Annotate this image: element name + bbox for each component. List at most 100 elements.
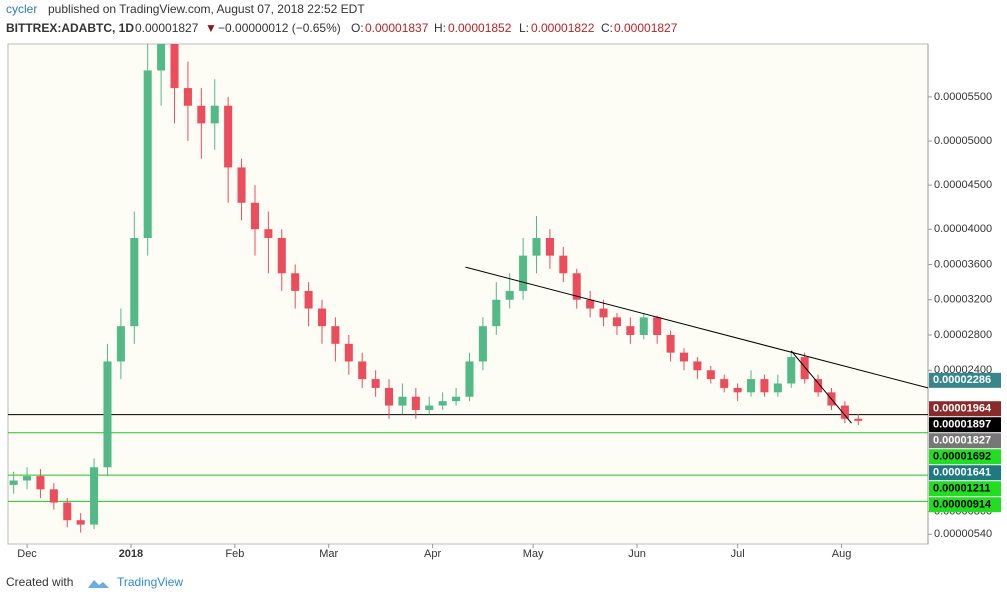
candle-body bbox=[237, 167, 246, 203]
y-tick-label: 0.00005500 bbox=[934, 91, 992, 103]
candle-body bbox=[250, 202, 259, 230]
candle-body bbox=[760, 379, 769, 393]
candle-body bbox=[814, 379, 823, 393]
price-label-box bbox=[929, 497, 1001, 513]
price-label: 0.00001964 bbox=[933, 403, 992, 415]
x-tick-label: Jun bbox=[628, 548, 646, 560]
change: −0.00000012 (−0.65%) bbox=[218, 21, 341, 35]
candle-body bbox=[425, 405, 434, 410]
candle-body bbox=[183, 88, 192, 106]
candle-body bbox=[679, 352, 689, 362]
candle-body bbox=[559, 255, 568, 274]
price-label-box bbox=[929, 465, 1001, 481]
y-tick-label: 0.00003200 bbox=[934, 294, 992, 306]
candle-body bbox=[63, 502, 72, 521]
low-label: L: bbox=[519, 21, 529, 35]
price-label: 0.00001641 bbox=[933, 467, 991, 479]
candle-body bbox=[639, 317, 648, 336]
low-value: 0.00001822 bbox=[531, 21, 595, 35]
candle-body bbox=[465, 361, 474, 397]
open-label: O: bbox=[351, 21, 364, 35]
candle-body bbox=[519, 255, 528, 291]
y-tick-label: 0.00000540 bbox=[934, 528, 992, 540]
footer-brand[interactable]: TradingView bbox=[117, 575, 183, 589]
high-value: 0.00001852 bbox=[448, 21, 512, 35]
symbol: BITTREX:ADABTC, 1D bbox=[6, 21, 134, 35]
candle-body bbox=[210, 105, 219, 124]
candle-body bbox=[653, 317, 662, 336]
close-value: 0.00001827 bbox=[614, 21, 678, 35]
price-label-box bbox=[929, 449, 1001, 465]
candle-body bbox=[224, 105, 233, 168]
candle-body bbox=[170, 44, 179, 89]
candle-body bbox=[358, 361, 367, 380]
published: published on TradingView.com, August 07,… bbox=[48, 2, 365, 16]
candle-body bbox=[438, 401, 447, 406]
x-tick-label: Aug bbox=[832, 548, 852, 560]
candle-body bbox=[505, 290, 514, 300]
price-label-box bbox=[929, 433, 1001, 449]
candle-body bbox=[800, 357, 809, 380]
candle-body bbox=[157, 44, 166, 71]
y-tick-label: 0.00004500 bbox=[934, 179, 992, 191]
candle-body bbox=[572, 273, 581, 300]
high-label: H: bbox=[434, 21, 446, 35]
open-value: 0.00001837 bbox=[365, 21, 429, 35]
candle-body bbox=[49, 489, 58, 503]
price-label: 0.00001211 bbox=[933, 483, 991, 495]
price-label-box bbox=[929, 417, 1001, 433]
price-label: 0.00002286 bbox=[933, 374, 991, 386]
y-tick-label: 0.00003600 bbox=[934, 258, 992, 270]
candle-body bbox=[478, 326, 487, 362]
x-tick-label: Dec bbox=[17, 548, 37, 560]
candle-body bbox=[371, 379, 380, 388]
candle-body bbox=[612, 317, 621, 327]
candle-body bbox=[90, 467, 99, 525]
candle-body bbox=[291, 273, 300, 291]
candle-body bbox=[130, 238, 139, 327]
candle-body bbox=[197, 105, 206, 124]
price-label: 0.00000914 bbox=[933, 499, 992, 511]
price-label: 0.00001692 bbox=[933, 451, 991, 463]
candle-body bbox=[317, 308, 327, 327]
candle-body bbox=[385, 387, 394, 406]
candle-body bbox=[773, 383, 782, 393]
candle-body bbox=[264, 229, 273, 239]
candle-body bbox=[545, 238, 554, 256]
candle-body bbox=[36, 476, 45, 490]
x-tick-label: Jul bbox=[731, 548, 745, 560]
author: cycler bbox=[6, 2, 37, 16]
y-tick-label: 0.00004000 bbox=[934, 223, 992, 235]
x-tick-label: 2018 bbox=[119, 548, 143, 560]
candle-body bbox=[747, 379, 756, 393]
candle-body bbox=[9, 480, 18, 485]
price-label-box bbox=[929, 372, 1001, 388]
change-arrow: ▼ bbox=[205, 21, 217, 35]
x-tick-label: Mar bbox=[319, 548, 338, 560]
x-tick-label: Apr bbox=[424, 548, 441, 560]
candle-body bbox=[840, 405, 849, 419]
footer-text: Created with bbox=[6, 575, 73, 589]
price-label-box bbox=[929, 481, 1001, 497]
candle-body bbox=[492, 299, 501, 327]
plot-area bbox=[7, 43, 929, 545]
candle-body bbox=[733, 387, 742, 393]
candle-body bbox=[706, 370, 715, 380]
y-tick-label: 0.00005000 bbox=[934, 135, 992, 147]
candle-body bbox=[398, 396, 407, 406]
y-tick-label: 0.00002800 bbox=[934, 329, 992, 341]
candle-body bbox=[693, 361, 702, 371]
candle-body bbox=[452, 396, 461, 402]
candle-body bbox=[666, 335, 675, 353]
price-label: 0.00001897 bbox=[933, 419, 991, 431]
candle-body bbox=[116, 326, 125, 362]
candle-body bbox=[720, 379, 729, 388]
candle-body bbox=[76, 520, 85, 525]
candle-body bbox=[143, 70, 152, 239]
trend-line bbox=[465, 266, 928, 389]
candle-body bbox=[626, 326, 635, 336]
candle-body bbox=[411, 396, 420, 410]
x-tick-label: May bbox=[523, 548, 544, 560]
close-label: C: bbox=[601, 21, 613, 35]
